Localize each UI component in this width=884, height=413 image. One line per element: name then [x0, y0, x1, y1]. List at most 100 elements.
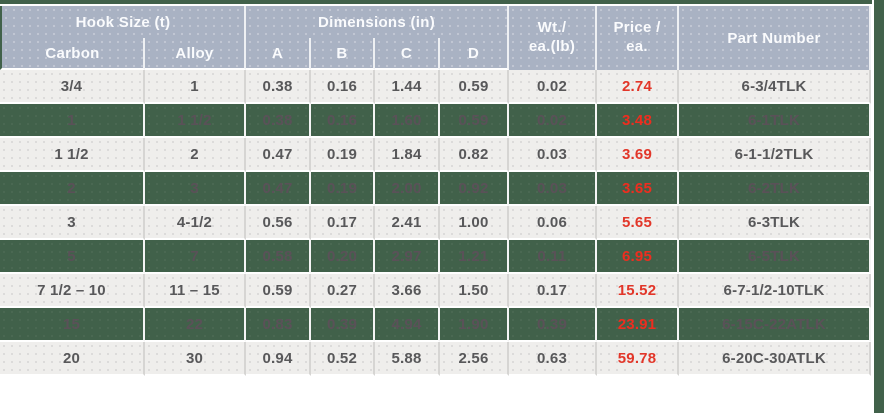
- cell-dim-a: 0.47: [246, 138, 311, 172]
- cell-part-number: 6-2TLK: [679, 172, 872, 206]
- cell-dim-a: 0.58: [246, 240, 311, 274]
- cell-dim-d: 1.90: [440, 308, 510, 342]
- header-dim-b: B: [311, 38, 375, 70]
- cell-carbon: 3: [0, 206, 145, 240]
- header-dim-a: A: [246, 38, 311, 70]
- cell-part-number: 6-3TLK: [679, 206, 872, 240]
- header-dimensions: Dimensions (in): [246, 6, 510, 38]
- cell-dim-b: 0.17: [311, 206, 375, 240]
- cell-weight: 0.02: [509, 104, 598, 138]
- cell-alloy: 30: [145, 342, 246, 376]
- table-row: 5 7 0.58 0.20 2.97 1.21 0.11 6.95 6-5TLK: [0, 240, 872, 274]
- table-row: 1 1 1/2 0.38 0.16 1.60 0.59 0.02 3.48 6-…: [0, 104, 872, 138]
- cell-part-number: 6-1-1/2TLK: [679, 138, 872, 172]
- cell-carbon: 3/4: [0, 70, 145, 104]
- cell-weight: 0.03: [509, 138, 598, 172]
- header-weight-line1: Wt./: [537, 19, 567, 37]
- cell-dim-b: 0.20: [311, 240, 375, 274]
- cell-dim-c: 4.94: [375, 308, 440, 342]
- cell-alloy: 11 – 15: [145, 274, 246, 308]
- cell-alloy: 1: [145, 70, 246, 104]
- table-row: 15 22 0.83 0.39 4.94 1.90 0.39 23.91 6-1…: [0, 308, 872, 342]
- cell-dim-b: 0.16: [311, 104, 375, 138]
- header-carbon: Carbon: [0, 38, 145, 70]
- table-row: 1 1/2 2 0.47 0.19 1.84 0.82 0.03 3.69 6-…: [0, 138, 872, 172]
- cell-alloy: 22: [145, 308, 246, 342]
- table-row: 20 30 0.94 0.52 5.88 2.56 0.63 59.78 6-2…: [0, 342, 872, 376]
- cell-alloy: 7: [145, 240, 246, 274]
- cell-carbon: 7 1/2 – 10: [0, 274, 145, 308]
- cell-dim-d: 1.21: [440, 240, 510, 274]
- cell-dim-d: 0.92: [440, 172, 510, 206]
- cell-carbon: 15: [0, 308, 145, 342]
- header-price-line2: ea.: [626, 38, 648, 55]
- cell-weight: 0.11: [509, 240, 598, 274]
- table-row: 7 1/2 – 10 11 – 15 0.59 0.27 3.66 1.50 0…: [0, 274, 872, 308]
- cell-weight: 0.39: [509, 308, 598, 342]
- cell-dim-c: 2.00: [375, 172, 440, 206]
- cell-alloy: 2: [145, 138, 246, 172]
- cell-price: 6.95: [597, 240, 680, 274]
- cell-dim-c: 3.66: [375, 274, 440, 308]
- cell-weight: 0.03: [509, 172, 598, 206]
- cell-alloy: 3: [145, 172, 246, 206]
- cell-weight: 0.17: [509, 274, 598, 308]
- cell-dim-a: 0.56: [246, 206, 311, 240]
- cell-dim-d: 1.50: [440, 274, 510, 308]
- header-sub-row: Carbon Alloy A B C D: [0, 38, 871, 70]
- cell-dim-d: 2.56: [440, 342, 510, 376]
- cell-part-number: 6-7-1/2-10TLK: [679, 274, 872, 308]
- cell-alloy: 1 1/2: [145, 104, 246, 138]
- header-weight-line2: ea.(lb): [528, 38, 576, 55]
- header-price-line1: Price /: [613, 19, 661, 37]
- cell-dim-d: 1.00: [440, 206, 510, 240]
- cell-dim-b: 0.16: [311, 70, 375, 104]
- cell-dim-b: 0.19: [311, 138, 375, 172]
- cell-part-number: 6-3/4TLK: [679, 70, 872, 104]
- cell-dim-b: 0.27: [311, 274, 375, 308]
- cell-carbon: 5: [0, 240, 145, 274]
- cell-price: 23.91: [597, 308, 680, 342]
- cell-dim-c: 1.84: [375, 138, 440, 172]
- cell-dim-c: 1.60: [375, 104, 440, 138]
- header-hook-size: Hook Size (t): [0, 6, 246, 38]
- header-alloy: Alloy: [145, 38, 246, 70]
- cell-dim-c: 2.41: [375, 206, 440, 240]
- cell-dim-d: 0.82: [440, 138, 510, 172]
- table-row: 2 3 0.47 0.19 2.00 0.92 0.03 3.65 6-2TLK: [0, 172, 872, 206]
- cell-part-number: 6-20C-30ATLK: [679, 342, 872, 376]
- cell-dim-d: 0.59: [440, 70, 510, 104]
- cell-weight: 0.06: [509, 206, 598, 240]
- cell-dim-a: 0.47: [246, 172, 311, 206]
- cell-dim-b: 0.19: [311, 172, 375, 206]
- cell-part-number: 6-15C-22ATLK: [679, 308, 872, 342]
- cell-dim-a: 0.38: [246, 104, 311, 138]
- cell-dim-a: 0.38: [246, 70, 311, 104]
- cell-price: 59.78: [597, 342, 680, 376]
- cell-dim-c: 5.88: [375, 342, 440, 376]
- cell-weight: 0.63: [509, 342, 598, 376]
- cell-part-number: 6-5TLK: [679, 240, 872, 274]
- hook-spec-table: Hook Size (t) Dimensions (in) Wt./ ea.(l…: [0, 6, 872, 376]
- cell-price: 3.69: [597, 138, 680, 172]
- cell-alloy: 4-1/2: [145, 206, 246, 240]
- cell-dim-a: 0.59: [246, 274, 311, 308]
- header-part-number: Part Number: [679, 6, 872, 70]
- header-price: Price / ea.: [597, 6, 680, 70]
- table-row: 3/4 1 0.38 0.16 1.44 0.59 0.02 2.74 6-3/…: [0, 70, 872, 104]
- cell-price: 2.74: [597, 70, 680, 104]
- top-accent-bar: [0, 0, 884, 6]
- header-group-row: Hook Size (t) Dimensions (in) Wt./ ea.(l…: [0, 6, 872, 70]
- cell-dim-a: 0.83: [246, 308, 311, 342]
- right-accent-bar: [872, 0, 884, 413]
- cell-carbon: 20: [0, 342, 145, 376]
- cell-carbon: 2: [0, 172, 145, 206]
- cell-dim-a: 0.94: [246, 342, 311, 376]
- cell-weight: 0.02: [509, 70, 598, 104]
- cell-price: 5.65: [597, 206, 680, 240]
- cell-part-number: 6-1TLK: [679, 104, 872, 138]
- cell-dim-d: 0.59: [440, 104, 510, 138]
- cell-carbon: 1 1/2: [0, 138, 145, 172]
- cell-price: 15.52: [597, 274, 680, 308]
